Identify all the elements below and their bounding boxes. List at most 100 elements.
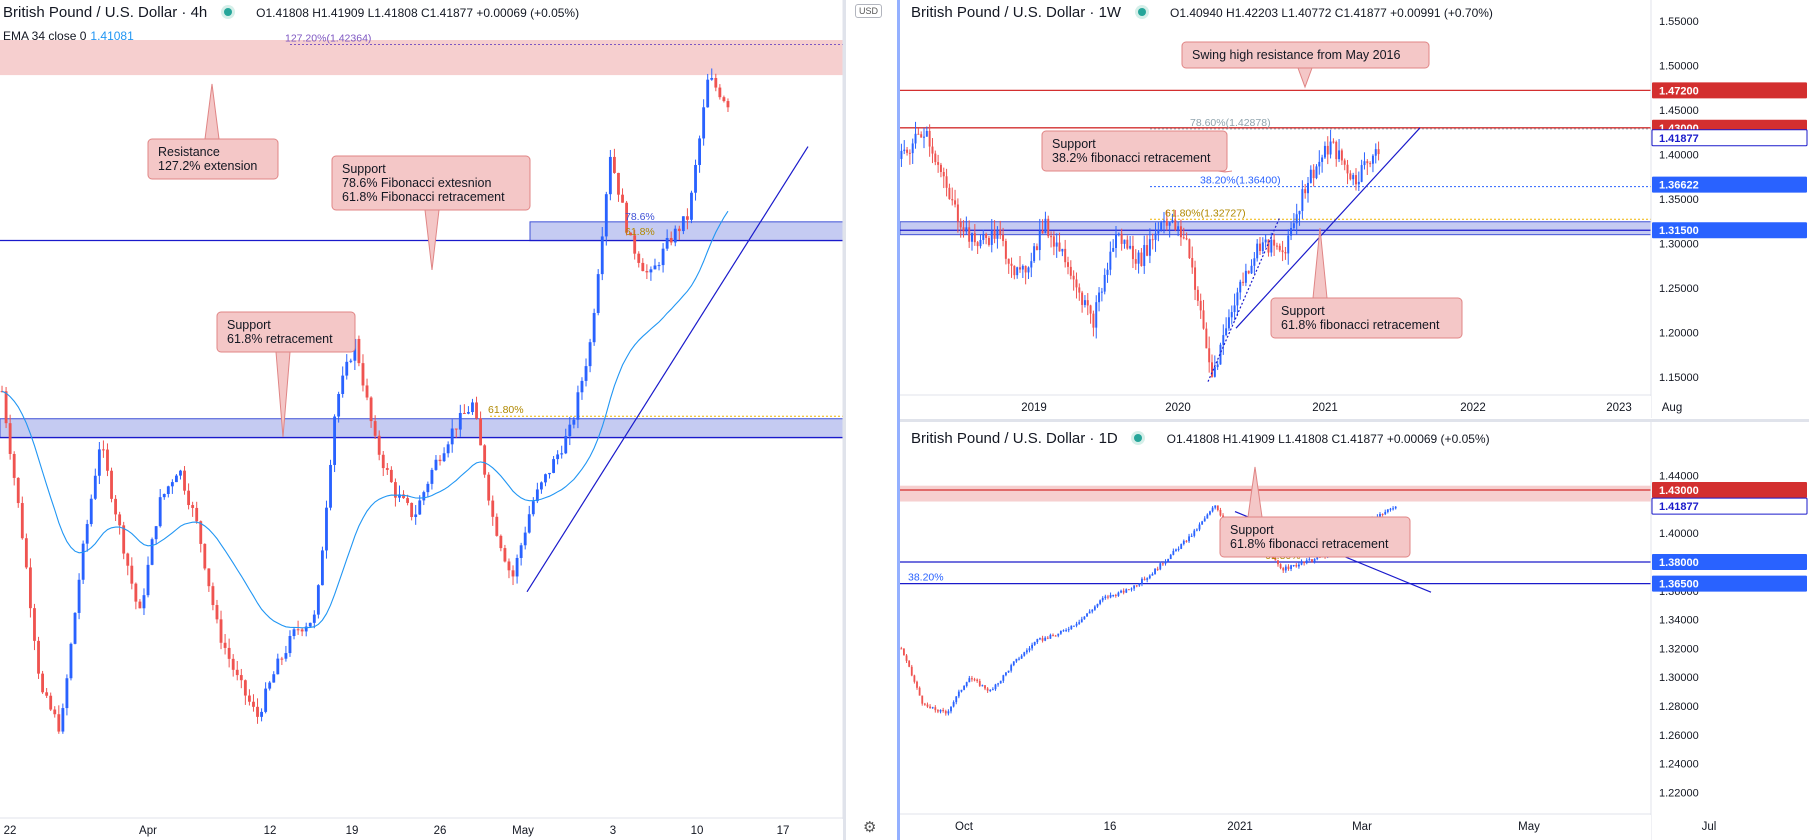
- candle-body: [1120, 590, 1122, 593]
- currency-badge[interactable]: USD: [855, 4, 883, 18]
- candle-body: [333, 416, 337, 465]
- candle-body: [629, 232, 633, 236]
- candle-body: [954, 200, 957, 205]
- pane-separator-horizontal[interactable]: [900, 419, 1809, 422]
- candle-body: [702, 107, 706, 139]
- candle-body: [920, 134, 923, 138]
- time-tick-label: 2019: [1021, 402, 1047, 414]
- price-tag-bg: [1651, 129, 1808, 147]
- candle-body: [1290, 565, 1292, 569]
- trendline-4h: [526, 146, 809, 593]
- candle-body: [1013, 265, 1016, 276]
- candle-body: [576, 392, 580, 420]
- candle-body: [142, 595, 146, 609]
- candle-body: [239, 675, 243, 681]
- ema-label: EMA 34 close 0: [3, 29, 87, 43]
- candle-body: [1100, 291, 1103, 293]
- candle-body: [976, 679, 979, 682]
- candle-body: [276, 658, 280, 675]
- candle-body: [479, 418, 483, 446]
- pane-separator-vertical[interactable]: [843, 0, 846, 840]
- candle-body: [65, 678, 69, 709]
- candle-body: [990, 230, 993, 245]
- candle-body: [914, 133, 917, 144]
- time-tick-label: 16: [1104, 821, 1117, 833]
- candle-body: [300, 629, 304, 632]
- candle-body: [973, 233, 976, 243]
- callout-box: [147, 138, 279, 180]
- chart-header: British Pound / U.S. Dollar · 4h O1.4180…: [3, 4, 579, 22]
- fib-diagonal: [1207, 216, 1281, 382]
- candle-body: [1233, 305, 1236, 313]
- candle-body: [1010, 263, 1013, 266]
- chart-4h-pane[interactable]: 127.20%(1.42364) 78.6% 61.8% 61.80% Resistan…: [0, 0, 843, 840]
- candle-body: [1117, 592, 1120, 596]
- candle-body: [1137, 252, 1140, 264]
- candle-body: [1298, 211, 1301, 215]
- candle-body: [1277, 560, 1279, 565]
- ema-indicator-legend[interactable]: EMA 34 close 0 1.41081: [3, 29, 134, 43]
- candle-body: [1104, 596, 1107, 599]
- symbol-title[interactable]: British Pound / U.S. Dollar · 1W: [911, 4, 1122, 21]
- symbol-title[interactable]: British Pound / U.S. Dollar · 4h: [3, 4, 208, 21]
- candle-body: [316, 585, 320, 615]
- candle-body: [906, 149, 909, 153]
- candle-body: [1141, 578, 1143, 584]
- candle-body: [199, 521, 203, 544]
- price-tag-label: 1.36500: [1659, 579, 1699, 591]
- candle-body: [625, 202, 629, 233]
- candle-body: [947, 711, 950, 714]
- candle-body: [617, 172, 620, 195]
- candle-body: [1072, 275, 1075, 280]
- candle-body: [1309, 169, 1312, 183]
- candle-body: [1075, 279, 1078, 288]
- candle-body: [1067, 629, 1070, 631]
- candle-body: [944, 711, 947, 714]
- fib-label: 61.80%(1.32727): [1165, 207, 1246, 219]
- candle-body: [418, 500, 422, 515]
- price-tag: 1.38000: [1652, 554, 1807, 570]
- candle-body: [487, 474, 491, 501]
- candle-body: [1055, 242, 1058, 247]
- candle-body: [438, 459, 442, 462]
- candle-body: [1089, 305, 1092, 314]
- candle-body: [8, 423, 12, 454]
- candle-body: [1070, 625, 1073, 630]
- candle-body: [1106, 269, 1109, 275]
- candle-body: [1114, 594, 1117, 596]
- chart-1w-pane[interactable]: 78.60%(1.42878) 38.20%(1.36400) 61.80%(1.3…: [900, 0, 1809, 418]
- candle-body: [1044, 218, 1047, 234]
- candle-body: [495, 516, 499, 536]
- price-tag-label: 1.38000: [1659, 557, 1699, 569]
- symbol-title[interactable]: British Pound / U.S. Dollar · 1D: [911, 430, 1118, 447]
- candle-body: [284, 653, 288, 659]
- gear-icon[interactable]: ⚙: [863, 819, 877, 836]
- candle-body: [1021, 265, 1024, 270]
- candle-body: [1083, 616, 1086, 620]
- candle-body: [1163, 220, 1165, 223]
- price-tick-label: 1.25000: [1659, 283, 1699, 295]
- callout-text: 61.8% fibonacci retracement: [1230, 537, 1389, 551]
- candle-body: [976, 242, 979, 247]
- candle-body: [393, 482, 397, 498]
- candle-body: [1054, 635, 1057, 637]
- candle-body: [1146, 578, 1149, 580]
- candle-body: [385, 468, 389, 470]
- candle-body: [1044, 637, 1047, 641]
- candle-body: [1096, 603, 1099, 607]
- candle-body: [1091, 609, 1094, 612]
- candle-body: [1394, 506, 1397, 509]
- candle-body: [1018, 658, 1020, 660]
- candle-body: [527, 514, 531, 533]
- candle-body: [1295, 214, 1298, 224]
- time-axis: [900, 815, 1651, 840]
- candle-body: [1209, 511, 1211, 515]
- chart-4h-svg[interactable]: 127.20%(1.42364) 78.6% 61.8% 61.80% Resistan…: [0, 0, 843, 840]
- candle-body: [1023, 652, 1026, 656]
- callout-text: 127.2% extension: [158, 159, 257, 173]
- chart-1w-svg[interactable]: 78.60%(1.42878) 38.20%(1.36400) 61.80%(1.3…: [900, 0, 1809, 418]
- candle-body: [968, 227, 971, 242]
